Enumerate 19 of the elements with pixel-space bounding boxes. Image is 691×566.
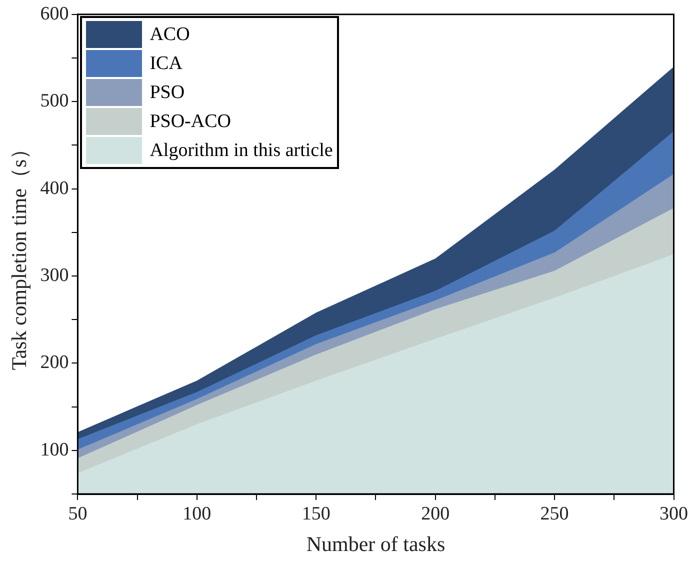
y-tick-label: 300 <box>40 264 69 286</box>
y-tick-label: 500 <box>40 90 69 112</box>
legend-label: PSO-ACO <box>150 110 231 133</box>
y-tick-label: 200 <box>40 352 69 374</box>
x-tick-label: 150 <box>302 503 330 524</box>
x-tick-label: 250 <box>540 503 569 524</box>
legend-label: ICA <box>150 52 182 75</box>
x-tick-label: 200 <box>421 503 450 524</box>
x-tick-label: 100 <box>182 503 212 524</box>
x-tick-label: 300 <box>660 503 688 524</box>
x-tick-label: 50 <box>68 503 88 524</box>
x-axis-title: Number of tasks <box>306 532 446 556</box>
y-axis-title: Task completion time（s） <box>7 138 32 370</box>
y-tick-label: 400 <box>40 178 69 199</box>
legend-label: ACO <box>150 24 190 46</box>
y-tick-label: 600 <box>40 3 69 24</box>
legend-label: PSO <box>150 82 185 104</box>
legend-label: Algorithm in this article <box>150 140 333 162</box>
y-tick-label: 100 <box>40 439 69 460</box>
